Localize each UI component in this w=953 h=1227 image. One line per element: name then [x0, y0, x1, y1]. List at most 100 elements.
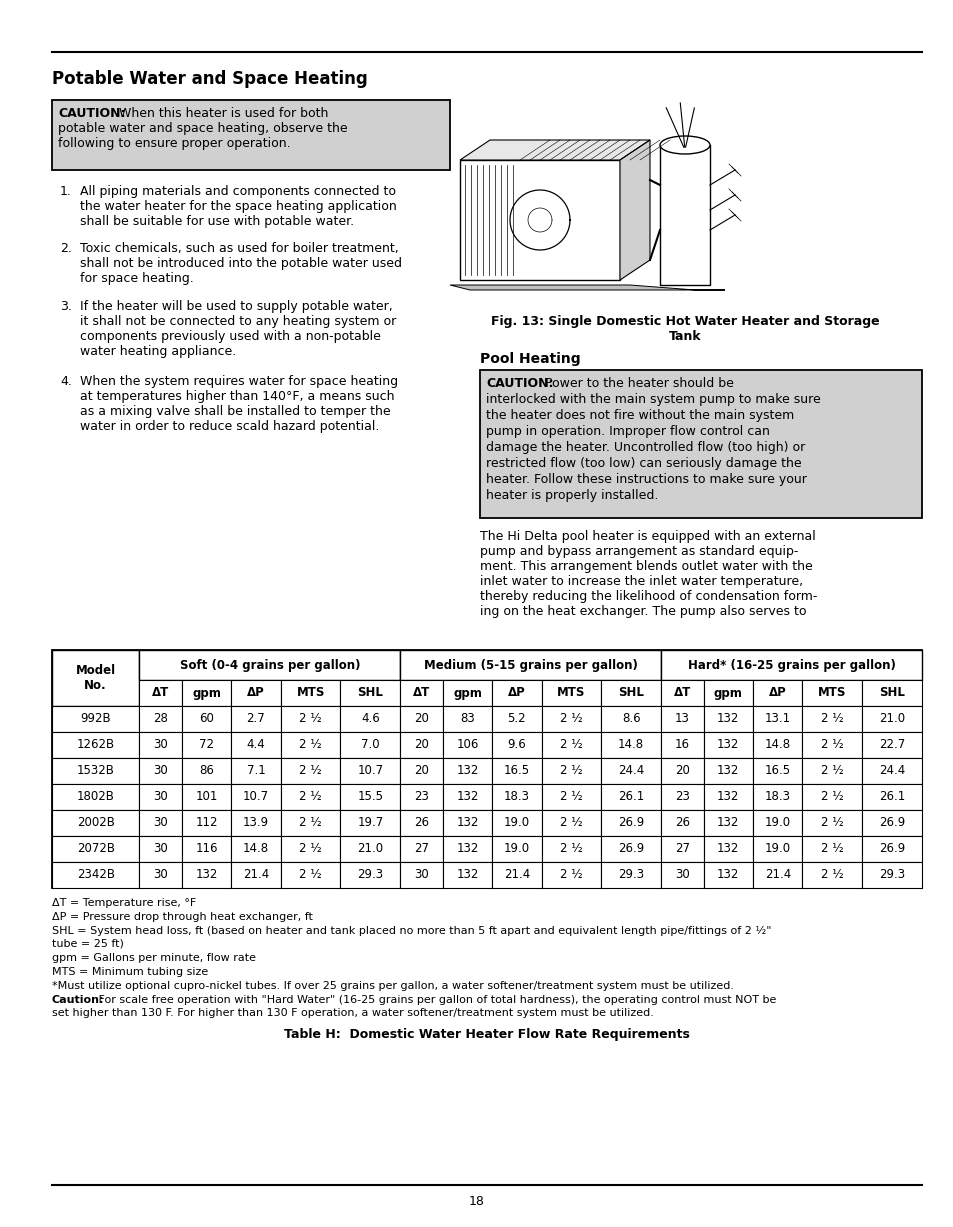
Text: 21.4: 21.4	[243, 869, 269, 881]
Text: 132: 132	[456, 843, 478, 855]
Bar	[541, 836, 600, 863]
Text: 992B: 992B	[80, 713, 111, 725]
Text: 19.0: 19.0	[503, 843, 529, 855]
Text: ment. This arrangement blends outlet water with the: ment. This arrangement blends outlet wat…	[479, 560, 812, 573]
Bar	[752, 863, 801, 888]
Text: 2 ½: 2 ½	[821, 713, 842, 725]
Text: 18.3: 18.3	[764, 790, 790, 804]
Text: 2 ½: 2 ½	[821, 790, 842, 804]
Bar	[280, 810, 340, 836]
Bar	[400, 650, 660, 680]
Text: the water heater for the space heating application: the water heater for the space heating a…	[80, 200, 396, 213]
Bar	[541, 863, 600, 888]
Bar	[660, 680, 703, 706]
Text: 4.6: 4.6	[360, 713, 379, 725]
Text: If the heater will be used to supply potable water,: If the heater will be used to supply pot…	[80, 299, 393, 313]
Bar	[139, 863, 182, 888]
Text: gpm = Gallons per minute, flow rate: gpm = Gallons per minute, flow rate	[52, 953, 255, 963]
Text: 4.4: 4.4	[247, 739, 265, 751]
Text: 21.0: 21.0	[357, 843, 383, 855]
Text: 106: 106	[456, 739, 478, 751]
Bar	[182, 784, 231, 810]
Text: 30: 30	[414, 869, 429, 881]
Text: gpm: gpm	[192, 686, 221, 699]
Bar	[400, 680, 442, 706]
Bar	[492, 784, 541, 810]
Bar	[231, 733, 280, 758]
Text: 13.9: 13.9	[243, 816, 269, 829]
Text: 30: 30	[153, 739, 168, 751]
Text: 2 ½: 2 ½	[821, 869, 842, 881]
Text: Toxic chemicals, such as used for boiler treatment,: Toxic chemicals, such as used for boiler…	[80, 242, 398, 255]
Text: Soft (0-4 grains per gallon): Soft (0-4 grains per gallon)	[179, 659, 359, 671]
Text: For scale free operation with "Hard Water" (16-25 grains per gallon of total har: For scale free operation with "Hard Wate…	[95, 995, 776, 1005]
Bar	[492, 810, 541, 836]
Bar	[340, 836, 400, 863]
Text: Fig. 13: Single Domestic Hot Water Heater and Storage
Tank: Fig. 13: Single Domestic Hot Water Heate…	[490, 315, 879, 344]
Text: 116: 116	[195, 843, 217, 855]
Text: inlet water to increase the inlet water temperature,: inlet water to increase the inlet water …	[479, 575, 802, 588]
Text: 83: 83	[459, 713, 475, 725]
Text: 112: 112	[195, 816, 217, 829]
Text: 16.5: 16.5	[764, 764, 790, 778]
Text: ΔT: ΔT	[413, 686, 430, 699]
Bar	[801, 680, 862, 706]
Text: 2002B: 2002B	[76, 816, 114, 829]
Bar	[280, 836, 340, 863]
Bar	[442, 680, 492, 706]
Bar	[752, 810, 801, 836]
Bar	[660, 836, 703, 863]
Text: 24.4: 24.4	[878, 764, 904, 778]
Text: restricted flow (too low) can seriously damage the: restricted flow (too low) can seriously …	[485, 456, 801, 470]
Bar	[752, 758, 801, 784]
Text: When this heater is used for both: When this heater is used for both	[115, 107, 328, 120]
Bar	[862, 863, 921, 888]
Text: 13.1: 13.1	[764, 713, 790, 725]
Bar	[600, 863, 660, 888]
Text: 14.8: 14.8	[764, 739, 790, 751]
Text: potable water and space heating, observe the: potable water and space heating, observe…	[58, 121, 347, 135]
Text: SHL: SHL	[357, 686, 383, 699]
Bar	[400, 733, 442, 758]
Text: 30: 30	[153, 816, 168, 829]
Bar	[862, 810, 921, 836]
Bar	[703, 706, 752, 733]
Text: 29.3: 29.3	[357, 869, 383, 881]
Text: 132: 132	[717, 713, 739, 725]
Text: ΔT: ΔT	[152, 686, 169, 699]
Text: 132: 132	[717, 843, 739, 855]
Text: *Must utilize optional cupro-nickel tubes. If over 25 grains per gallon, a water: *Must utilize optional cupro-nickel tube…	[52, 982, 733, 991]
Text: 2 ½: 2 ½	[821, 816, 842, 829]
Text: 26.9: 26.9	[618, 843, 643, 855]
Text: 27: 27	[414, 843, 429, 855]
Bar	[752, 733, 801, 758]
Bar	[862, 733, 921, 758]
Text: pump in operation. Improper flow control can: pump in operation. Improper flow control…	[485, 425, 769, 438]
Bar	[492, 758, 541, 784]
Bar	[182, 733, 231, 758]
Text: 132: 132	[456, 869, 478, 881]
Text: shall not be introduced into the potable water used: shall not be introduced into the potable…	[80, 256, 401, 270]
Text: CAUTION:: CAUTION:	[58, 107, 126, 120]
Bar	[541, 706, 600, 733]
Bar	[492, 706, 541, 733]
Text: 18: 18	[469, 1195, 484, 1209]
Text: 7.0: 7.0	[360, 739, 379, 751]
Text: 5.2: 5.2	[507, 713, 526, 725]
Bar	[52, 784, 139, 810]
Polygon shape	[459, 140, 649, 160]
Text: 27: 27	[674, 843, 689, 855]
Text: 2 ½: 2 ½	[559, 843, 582, 855]
Bar	[139, 680, 182, 706]
Text: MTS: MTS	[557, 686, 585, 699]
Bar	[442, 706, 492, 733]
Bar	[703, 836, 752, 863]
Bar	[182, 863, 231, 888]
Bar	[752, 706, 801, 733]
Bar	[600, 810, 660, 836]
Bar	[280, 784, 340, 810]
Bar	[660, 784, 703, 810]
Text: 23: 23	[414, 790, 429, 804]
Bar	[280, 706, 340, 733]
Text: 1.: 1.	[60, 185, 71, 198]
